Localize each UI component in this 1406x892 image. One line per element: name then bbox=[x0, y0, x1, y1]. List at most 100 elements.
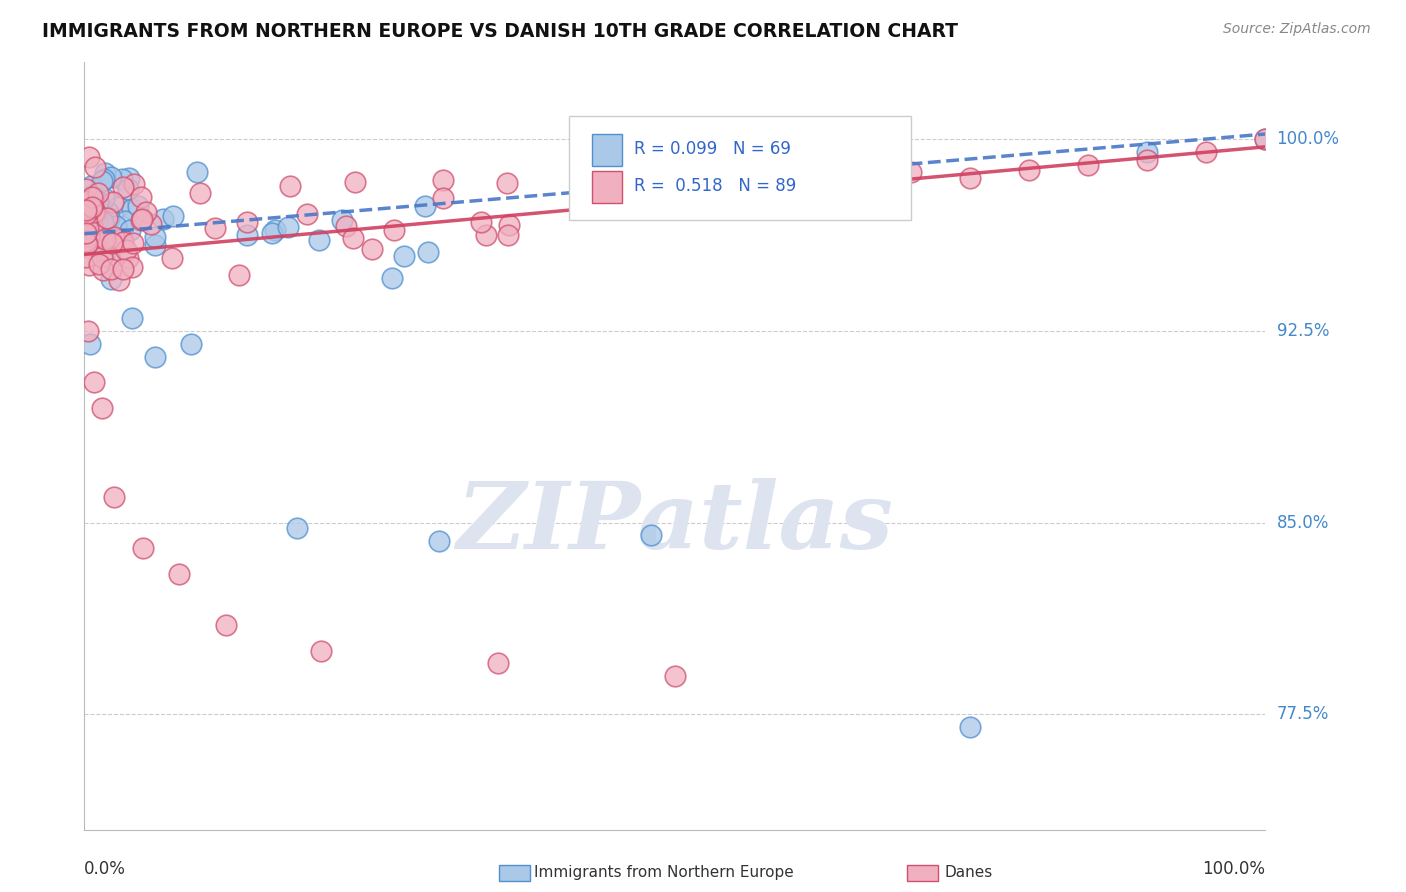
Text: 100.0%: 100.0% bbox=[1202, 860, 1265, 878]
Point bbox=[96, 225, 118, 239]
Point bbox=[107, 200, 129, 214]
Point bbox=[91, 174, 114, 188]
Point bbox=[100, 169, 122, 184]
Point bbox=[162, 209, 184, 223]
Text: 100.0%: 100.0% bbox=[1277, 130, 1340, 148]
Point bbox=[127, 198, 149, 212]
Point bbox=[87, 211, 110, 225]
Point bbox=[135, 205, 157, 219]
Point bbox=[129, 190, 152, 204]
Point bbox=[1136, 145, 1159, 159]
Point bbox=[841, 158, 863, 172]
Point bbox=[432, 173, 454, 187]
Point bbox=[76, 190, 98, 204]
Point bbox=[103, 230, 125, 244]
Point bbox=[308, 233, 330, 247]
Point bbox=[295, 207, 318, 221]
Point bbox=[309, 643, 332, 657]
Point bbox=[118, 170, 141, 185]
Point bbox=[77, 324, 100, 338]
Point bbox=[121, 311, 143, 326]
Point bbox=[100, 261, 122, 276]
Point bbox=[108, 273, 131, 287]
Point bbox=[160, 251, 183, 265]
Point bbox=[97, 204, 120, 219]
Point bbox=[80, 202, 103, 216]
Point bbox=[87, 229, 110, 244]
Point bbox=[90, 250, 112, 264]
Point bbox=[91, 263, 114, 277]
Point bbox=[79, 336, 101, 351]
Point bbox=[1077, 158, 1099, 172]
Point bbox=[96, 211, 118, 226]
Point bbox=[77, 258, 100, 272]
Text: R =  0.518   N = 89: R = 0.518 N = 89 bbox=[634, 177, 796, 195]
FancyBboxPatch shape bbox=[568, 116, 911, 219]
Point bbox=[91, 215, 114, 229]
Point bbox=[330, 213, 353, 227]
Point bbox=[114, 214, 136, 228]
Point bbox=[91, 401, 114, 415]
Point bbox=[86, 206, 108, 220]
Point bbox=[1195, 145, 1218, 159]
Point bbox=[76, 217, 98, 231]
Point bbox=[101, 235, 124, 250]
Point bbox=[104, 219, 127, 233]
Point bbox=[103, 490, 125, 504]
Point bbox=[100, 272, 122, 286]
Point bbox=[496, 176, 519, 190]
Point bbox=[122, 236, 145, 251]
Text: IMMIGRANTS FROM NORTHERN EUROPE VS DANISH 10TH GRADE CORRELATION CHART: IMMIGRANTS FROM NORTHERN EUROPE VS DANIS… bbox=[42, 22, 957, 41]
Point bbox=[80, 227, 103, 241]
Point bbox=[1018, 162, 1040, 177]
Point bbox=[335, 219, 357, 234]
Point bbox=[470, 215, 492, 229]
Point bbox=[263, 223, 285, 237]
Point bbox=[105, 231, 128, 245]
Point bbox=[640, 528, 662, 542]
Point bbox=[75, 226, 97, 240]
Text: Immigrants from Northern Europe: Immigrants from Northern Europe bbox=[534, 865, 794, 880]
Point bbox=[236, 214, 259, 228]
Point bbox=[111, 171, 134, 186]
Point bbox=[277, 219, 299, 234]
Point bbox=[91, 247, 114, 261]
Point bbox=[83, 375, 105, 389]
Text: Source: ZipAtlas.com: Source: ZipAtlas.com bbox=[1223, 22, 1371, 37]
Point bbox=[87, 196, 110, 211]
Point bbox=[87, 194, 110, 209]
Bar bbox=[592, 134, 621, 166]
Point bbox=[1136, 153, 1159, 167]
Point bbox=[77, 150, 100, 164]
Point bbox=[77, 227, 100, 242]
Point bbox=[80, 200, 103, 214]
Point bbox=[111, 261, 134, 276]
Point bbox=[83, 187, 105, 202]
Point bbox=[204, 221, 226, 235]
Point bbox=[115, 244, 138, 258]
Point bbox=[186, 165, 208, 179]
Point bbox=[260, 226, 283, 240]
Point bbox=[131, 212, 153, 227]
Point bbox=[432, 191, 454, 205]
Point bbox=[77, 228, 100, 243]
Point bbox=[90, 214, 112, 228]
Point bbox=[75, 202, 97, 217]
Point bbox=[83, 199, 105, 213]
Text: Danes: Danes bbox=[945, 865, 993, 880]
Text: 0.0%: 0.0% bbox=[84, 860, 127, 878]
Point bbox=[143, 230, 166, 244]
Point bbox=[139, 217, 162, 231]
Point bbox=[143, 237, 166, 252]
Bar bbox=[592, 170, 621, 202]
Point bbox=[228, 268, 250, 283]
Point bbox=[215, 618, 238, 632]
Point bbox=[84, 160, 107, 174]
Point bbox=[117, 252, 139, 266]
Point bbox=[360, 242, 382, 256]
Point bbox=[80, 190, 103, 204]
Point bbox=[285, 521, 308, 535]
Point bbox=[382, 223, 405, 237]
Point bbox=[1254, 132, 1277, 146]
Point bbox=[427, 533, 450, 548]
